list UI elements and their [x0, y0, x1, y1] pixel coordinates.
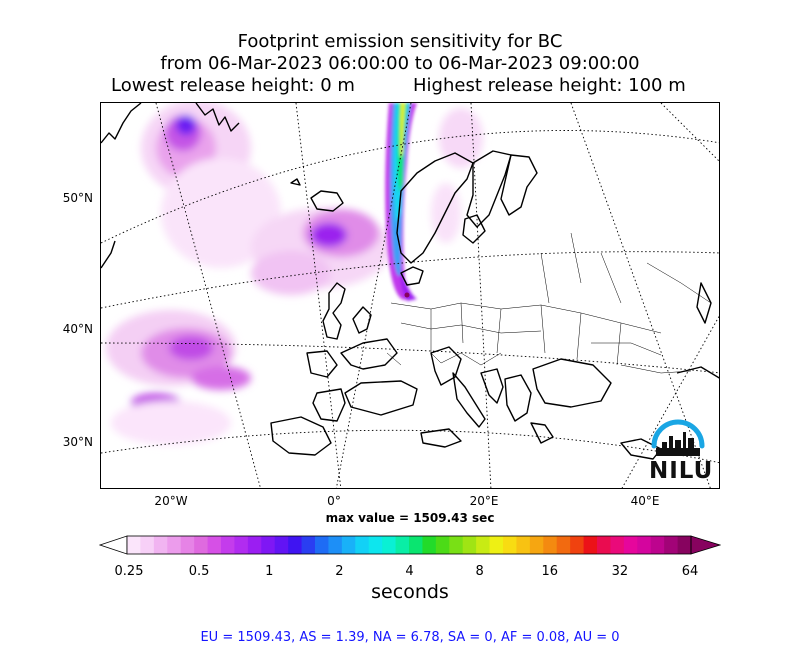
colorbar-segment [597, 536, 611, 554]
sensitivity-field-greenland [141, 103, 281, 268]
colorbar-segment [610, 536, 625, 554]
colorbar-segment [489, 536, 504, 554]
colorbar-segment [341, 536, 356, 554]
max-value-label: max value = 1509.43 sec [325, 511, 495, 525]
colorbar-segment [288, 536, 302, 554]
lat-label-50n: 50°N [62, 191, 93, 205]
graticule [101, 103, 719, 488]
colorbar-segment [194, 536, 208, 554]
nilu-logo-icon [651, 419, 705, 456]
country-borders [386, 232, 712, 374]
colorbar-tick-label: 8 [475, 564, 484, 579]
colorbar-segment [623, 536, 638, 554]
lon-label-40e: 40°E [630, 494, 660, 508]
colorbar-segment [449, 536, 464, 554]
lowest-release-height: Lowest release height: 0 m [111, 75, 355, 96]
colorbar-segment [556, 536, 571, 554]
colorbar-tick-label: 64 [681, 564, 699, 579]
map-title: Footprint emission sensitivity for BC [237, 31, 563, 52]
colorbar-segment [422, 536, 437, 554]
lat-label-30n: 30°N [62, 435, 93, 449]
colorbar-segment [395, 536, 410, 554]
colorbar-segment [409, 536, 423, 554]
colorbar-segment [529, 536, 544, 554]
colorbar-tick-label: 32 [611, 564, 629, 579]
colorbar-segment [355, 536, 370, 554]
colorbar-tick-label: 0.5 [188, 564, 210, 579]
colorbar-segment [261, 536, 276, 554]
lon-label-0: 0° [327, 494, 341, 508]
colorbar-segment [516, 536, 531, 554]
highest-release-height: Highest release height: 100 m [413, 75, 686, 96]
footprint-map[interactable] [100, 102, 720, 489]
coastlines [101, 103, 719, 460]
colorbar-segment [583, 536, 598, 554]
colorbar-extend-high [690, 535, 721, 555]
colorbar-segment [435, 536, 450, 554]
colorbar-segment [462, 536, 477, 554]
colorbar-segment [677, 536, 692, 554]
sensitivity-field-azores [106, 310, 251, 445]
colorbar-segment [637, 536, 652, 554]
nilu-logo-text: NILU [649, 458, 714, 484]
lon-label-20w: 20°W [154, 494, 188, 508]
sensitivity-field-norwegian-sea [431, 108, 483, 243]
colorbar-tick-label: 2 [335, 564, 344, 579]
lat-label-40n: 40°N [62, 322, 93, 336]
colorbar-segment [315, 536, 329, 554]
colorbar-segment [167, 536, 182, 554]
colorbar-segment [301, 536, 316, 554]
colorbar-tick-label: 16 [541, 564, 559, 579]
colorbar-tick-label: 0.25 [114, 564, 144, 579]
colorbar-segment [543, 536, 558, 554]
colorbar-segment [153, 536, 168, 554]
colorbar-segment [328, 536, 343, 554]
colorbar-segment [570, 536, 584, 554]
colorbar-extend-low [99, 535, 128, 555]
colorbar-segment [476, 536, 490, 554]
colorbar-segment [127, 536, 141, 554]
colorbar-segment [382, 536, 396, 554]
map-canvas [101, 103, 719, 488]
colorbar-unit: seconds [371, 581, 449, 603]
release-point [404, 292, 410, 298]
colorbar-segment [368, 536, 383, 554]
colorbar-segment [503, 536, 517, 554]
plume [385, 103, 417, 301]
colorbar-frame [126, 535, 692, 555]
colorbar-tick-label: 4 [405, 564, 414, 579]
colorbar-segment [247, 536, 262, 554]
colorbar [99, 535, 721, 555]
colorbar-segment [664, 536, 678, 554]
colorbar-segment [234, 536, 249, 554]
colorbar-tick-label: 1 [265, 564, 274, 579]
lon-label-20e: 20°E [469, 494, 499, 508]
time-range: from 06-Mar-2023 06:00:00 to 06-Mar-2023… [160, 53, 640, 74]
region-stats: EU = 1509.43, AS = 1.39, NA = 6.78, SA =… [200, 630, 620, 645]
colorbar-segment [140, 536, 155, 554]
colorbar-segment [207, 536, 222, 554]
colorbar-segment [274, 536, 289, 554]
sensitivity-field-north-atlantic [251, 208, 391, 295]
colorbar-segment [221, 536, 235, 554]
colorbar-segment [180, 536, 195, 554]
colorbar-segment [650, 536, 665, 554]
